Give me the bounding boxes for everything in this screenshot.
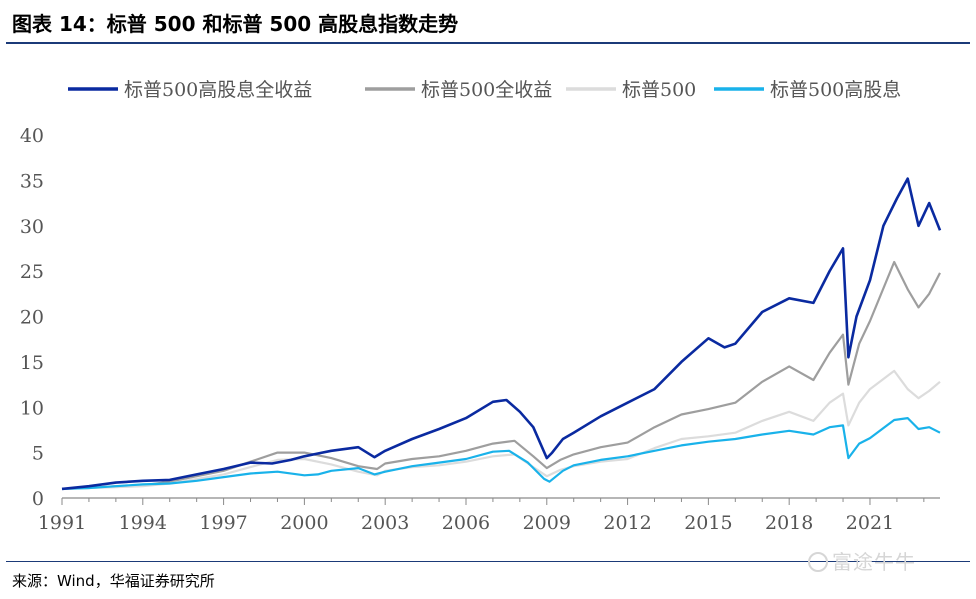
legend-label: 标普500高股息全收益 [124, 79, 312, 101]
source-note: 来源：Wind，华福证券研究所 [12, 572, 215, 590]
x-tick-label: 2015 [684, 512, 732, 534]
footer-divider [6, 561, 970, 562]
y-tick-label: 30 [20, 216, 44, 238]
y-tick-label: 40 [20, 125, 44, 147]
series-line-3 [61, 417, 941, 490]
x-tick-label: 2009 [523, 512, 571, 534]
chart-title: 图表 14：标普 500 和标普 500 高股息指数走势 [12, 12, 459, 36]
legend-label: 标普500全收益 [421, 79, 552, 101]
y-tick-label: 20 [20, 307, 44, 329]
x-tick-label: 1997 [199, 512, 247, 534]
y-tick-label: 5 [32, 443, 44, 465]
x-tick-label: 2012 [603, 512, 651, 534]
x-tick-label: 2003 [361, 512, 409, 534]
plot-area [61, 177, 942, 491]
watermark-logo-icon [808, 552, 828, 572]
series-line-0 [61, 177, 942, 491]
watermark-text: 富途牛牛 [832, 550, 916, 574]
watermark: 富途牛牛 [808, 546, 916, 575]
series-line-2 [61, 369, 941, 490]
y-tick-label: 0 [32, 488, 44, 510]
x-tick-label: 2018 [765, 512, 813, 534]
legend-label: 标普500 [622, 79, 696, 101]
legend-label: 标普500高股息 [770, 79, 901, 101]
x-tick-label: 2021 [846, 512, 894, 534]
x-tick-label: 1994 [119, 512, 167, 534]
x-tick-label: 2006 [442, 512, 490, 534]
chart-legend: 标普500高股息全收益 标普500全收益 标普500 标普500高股息 [68, 79, 901, 101]
y-tick-label: 35 [20, 170, 44, 192]
y-tick-label: 25 [20, 261, 44, 283]
title-divider [6, 42, 970, 44]
x-tick-label: 2000 [280, 512, 328, 534]
x-tick-label: 1991 [38, 512, 86, 534]
y-tick-label: 10 [20, 397, 44, 419]
line-chart: 标普500高股息全收益 标普500全收益 标普500 标普500高股息 0 5 10 15 2… [20, 79, 942, 534]
y-tick-label: 15 [20, 352, 44, 374]
chart-axes: 0 5 10 15 20 25 30 35 40 1991 1994 1997 2000 2003 2006… [20, 125, 940, 534]
